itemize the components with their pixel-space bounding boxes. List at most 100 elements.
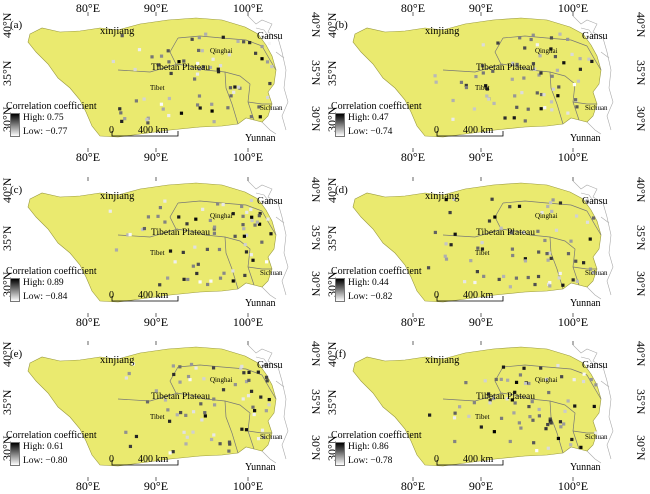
legend-color-ramp <box>10 442 20 467</box>
station-marker <box>464 83 468 88</box>
station-marker <box>191 410 196 414</box>
longitude-label-bottom: 90°E <box>143 479 169 494</box>
station-marker <box>494 378 498 382</box>
station-marker <box>537 250 541 254</box>
scale-bar <box>111 131 179 137</box>
place-sichuan: Sichuan <box>585 104 608 112</box>
tibetan-plateau-region <box>27 182 277 302</box>
station-marker <box>508 284 512 288</box>
station-marker <box>209 438 214 442</box>
station-marker <box>561 283 565 287</box>
station-marker <box>543 106 547 110</box>
station-marker <box>236 39 240 43</box>
station-marker <box>185 435 189 440</box>
latitude-label-right: 30°N <box>634 435 648 461</box>
latitude-label-right: 35°N <box>309 224 323 251</box>
station-marker <box>426 265 431 269</box>
station-marker <box>547 391 551 395</box>
station-marker <box>487 218 492 223</box>
station-marker <box>182 430 186 435</box>
station-marker <box>514 276 519 280</box>
place-sichuan: Sichuan <box>260 268 283 277</box>
station-marker <box>184 413 188 418</box>
longitude-label-bottom: 80°E <box>400 150 426 164</box>
station-marker <box>517 421 521 425</box>
station-marker <box>201 207 205 211</box>
station-marker <box>175 413 179 417</box>
station-marker <box>218 442 222 446</box>
latitude-label-right: 30°N <box>634 106 648 132</box>
station-marker <box>190 37 194 41</box>
scale-bar <box>436 295 504 301</box>
station-marker <box>514 380 519 385</box>
station-marker <box>582 372 586 376</box>
station-marker <box>197 48 201 53</box>
scale-distance: 400 km <box>463 289 494 301</box>
station-marker <box>557 85 561 89</box>
station-marker <box>131 362 135 366</box>
station-marker <box>452 197 456 201</box>
station-marker <box>512 116 516 120</box>
station-marker <box>533 67 537 71</box>
province-border <box>117 392 179 402</box>
scale-bar <box>111 460 179 466</box>
station-marker <box>201 65 205 69</box>
station-marker <box>473 280 477 284</box>
station-marker <box>231 268 235 273</box>
station-marker <box>433 230 437 234</box>
station-marker <box>227 440 232 444</box>
station-marker <box>574 98 578 102</box>
legend-title: Correlation coefficient <box>6 101 97 112</box>
place-tibetan-plateau: Tibetan Plateau <box>476 392 536 403</box>
station-marker <box>549 47 553 51</box>
station-marker <box>558 420 563 424</box>
station-marker <box>198 106 202 110</box>
province-outline <box>261 286 277 299</box>
station-marker <box>505 397 509 401</box>
station-marker <box>229 94 233 98</box>
province-border <box>442 392 504 402</box>
station-marker <box>563 409 567 414</box>
station-marker <box>228 442 232 446</box>
station-marker <box>550 108 554 112</box>
station-marker <box>216 70 221 74</box>
latitude-label-right: 40°N <box>634 341 648 367</box>
province-outline <box>580 356 596 368</box>
station-marker <box>218 64 223 68</box>
station-marker <box>548 417 552 421</box>
station-marker <box>482 274 486 278</box>
place-tibet: Tibet <box>475 84 490 92</box>
station-marker <box>531 62 536 66</box>
tibetan-plateau-region <box>352 346 602 467</box>
province-border <box>586 210 602 235</box>
station-marker <box>251 405 255 409</box>
station-marker <box>535 449 539 453</box>
station-marker <box>578 57 582 61</box>
station-marker <box>241 214 245 218</box>
latitude-label-left: 35°N <box>0 225 14 251</box>
province-border <box>169 37 255 121</box>
station-marker <box>433 74 437 78</box>
latitude-label-left: 35°N <box>0 389 14 416</box>
province-border <box>586 375 602 400</box>
station-marker <box>233 383 237 387</box>
station-marker <box>198 279 202 284</box>
panel-letter: (a) <box>10 19 23 31</box>
station-marker <box>581 380 586 384</box>
station-marker <box>249 115 253 119</box>
province-outline <box>586 121 602 135</box>
map-panel: 80°E 90°E 100°E 40°N 35°N 30°N 40°N 35°N 30°N (d)… <box>325 165 650 330</box>
latitude-label-right: 40°N <box>309 341 323 367</box>
station-marker <box>166 408 170 412</box>
station-marker <box>558 201 563 205</box>
station-marker <box>546 204 550 208</box>
station-marker <box>248 41 252 45</box>
scale-bar <box>436 460 504 466</box>
station-marker <box>179 111 184 115</box>
station-marker <box>556 94 560 98</box>
station-marker <box>212 403 217 407</box>
station-marker <box>499 416 504 421</box>
station-marker <box>528 415 532 419</box>
station-marker <box>560 375 564 379</box>
station-marker <box>467 414 471 419</box>
